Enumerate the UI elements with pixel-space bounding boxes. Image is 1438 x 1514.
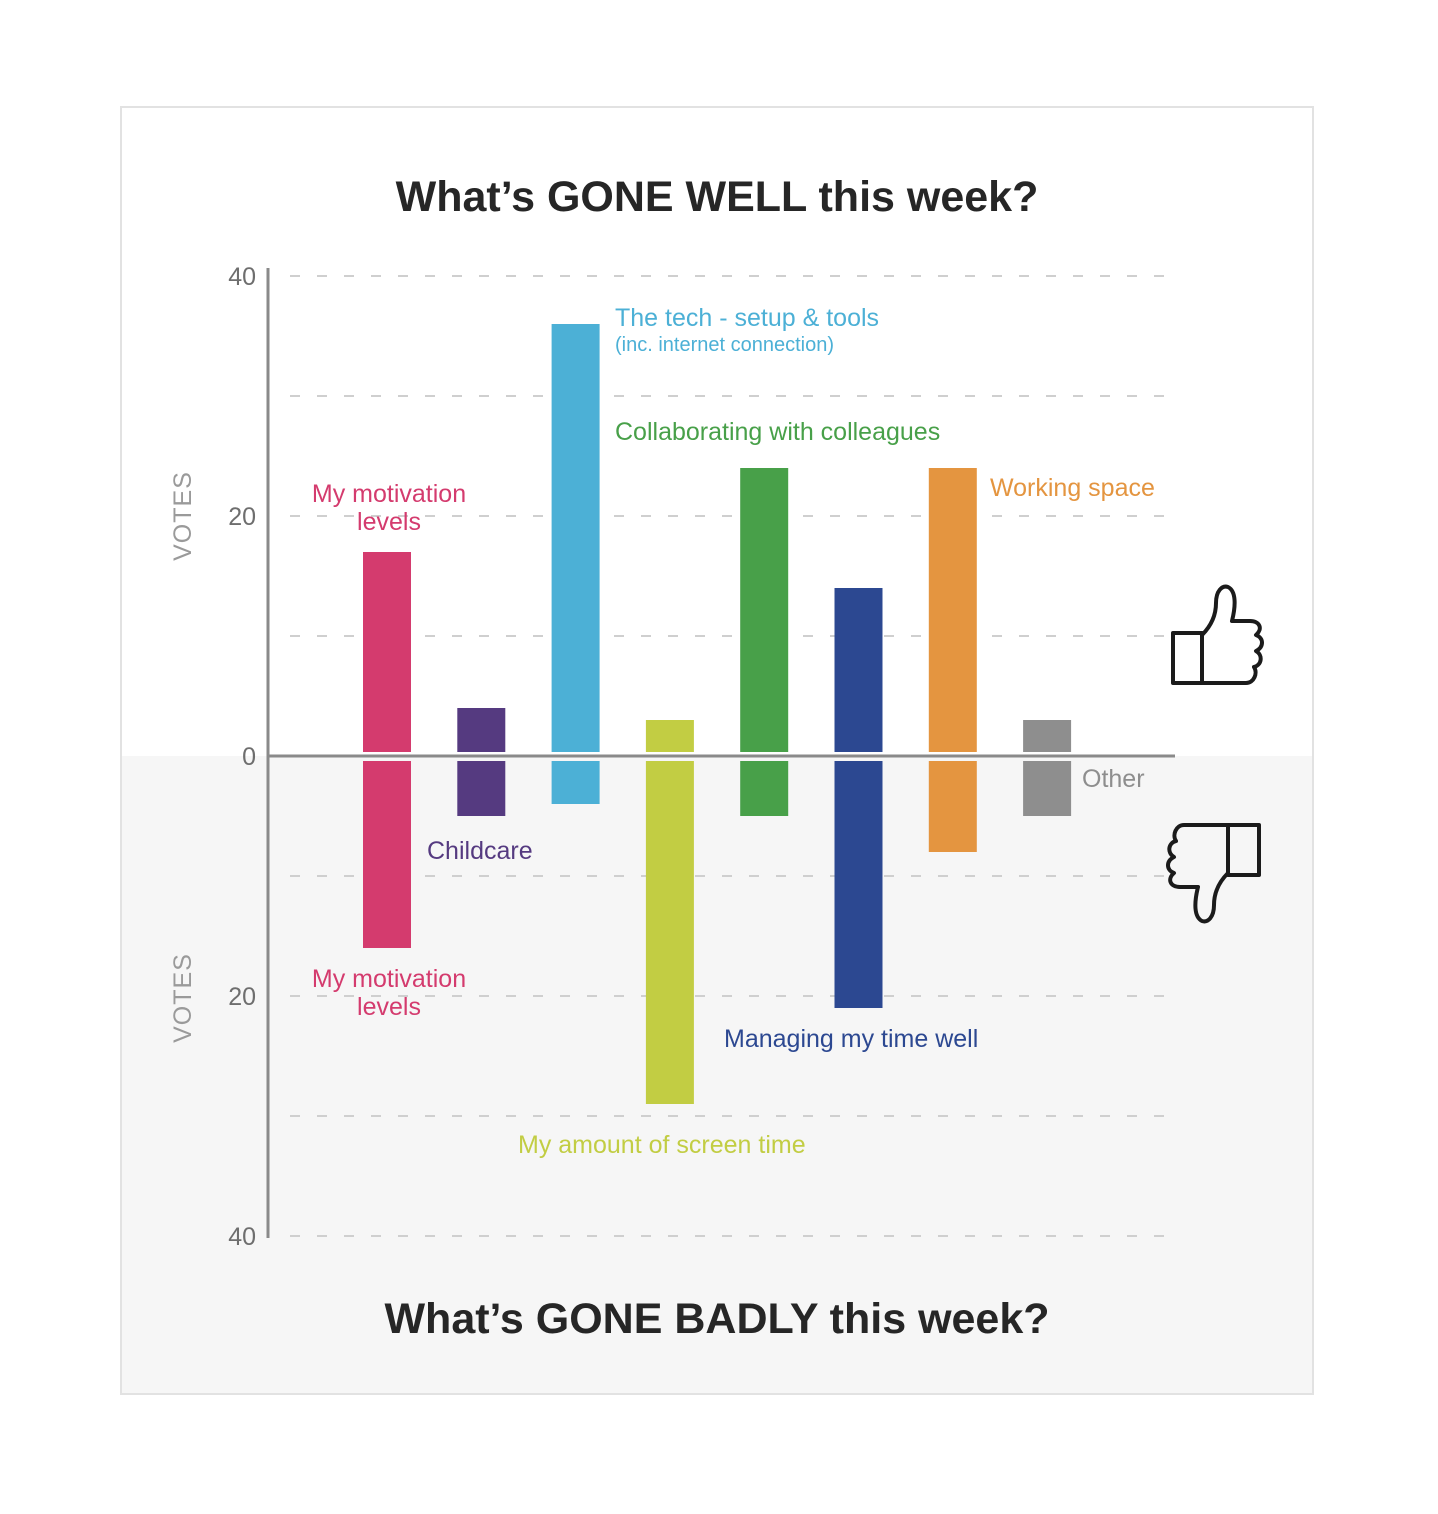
- bar-badly: [740, 761, 789, 816]
- thumbs-down-icon: [1166, 823, 1261, 924]
- bar-label: Working space: [990, 474, 1155, 502]
- bar-well: [363, 552, 411, 752]
- bar-badly: [363, 761, 411, 948]
- chart-title-bottom: What’s GONE BADLY this week?: [384, 1295, 1049, 1343]
- bar-well: [740, 468, 789, 752]
- bar-well: [645, 720, 694, 752]
- bar-label: Childcare: [427, 837, 533, 865]
- bar-label: My motivation: [312, 965, 466, 993]
- bar-label: My motivation: [312, 480, 466, 508]
- y-axis-label-bottom: VOTES: [169, 953, 197, 1043]
- thumbs-up-icon: [1171, 584, 1264, 685]
- bar-badly: [928, 761, 977, 852]
- bar-label: My amount of screen time: [518, 1131, 806, 1159]
- bar-badly: [645, 761, 694, 1104]
- y-tick-label: 20: [228, 983, 256, 1011]
- bar-label: Managing my time well: [724, 1025, 978, 1053]
- y-tick-label: 20: [228, 503, 256, 531]
- bar-label-sub: (inc. internet connection): [615, 334, 834, 356]
- bar-well: [1023, 720, 1072, 752]
- bar-label: The tech - setup & tools: [615, 304, 879, 332]
- y-tick-label: 40: [228, 263, 256, 291]
- bar-well: [551, 324, 600, 752]
- y-axis-label-top: VOTES: [169, 471, 197, 561]
- y-tick-label: 40: [228, 1223, 256, 1251]
- chart-title-top: What’s GONE WELL this week?: [396, 173, 1039, 221]
- bar-well: [928, 468, 977, 752]
- bar-badly: [834, 761, 883, 1008]
- bar-badly: [551, 761, 600, 804]
- bar-well: [834, 588, 883, 752]
- bar-well: [457, 708, 506, 752]
- y-tick-label: 0: [242, 743, 256, 771]
- bar-label: Collaborating with colleagues: [615, 418, 940, 446]
- bar-label-sub: levels: [357, 993, 421, 1021]
- bottom-panel: [122, 756, 1312, 1393]
- bar-badly: [457, 761, 506, 816]
- bar-label: Other: [1082, 765, 1145, 793]
- bar-badly: [1023, 761, 1072, 816]
- bar-label-sub: levels: [357, 508, 421, 536]
